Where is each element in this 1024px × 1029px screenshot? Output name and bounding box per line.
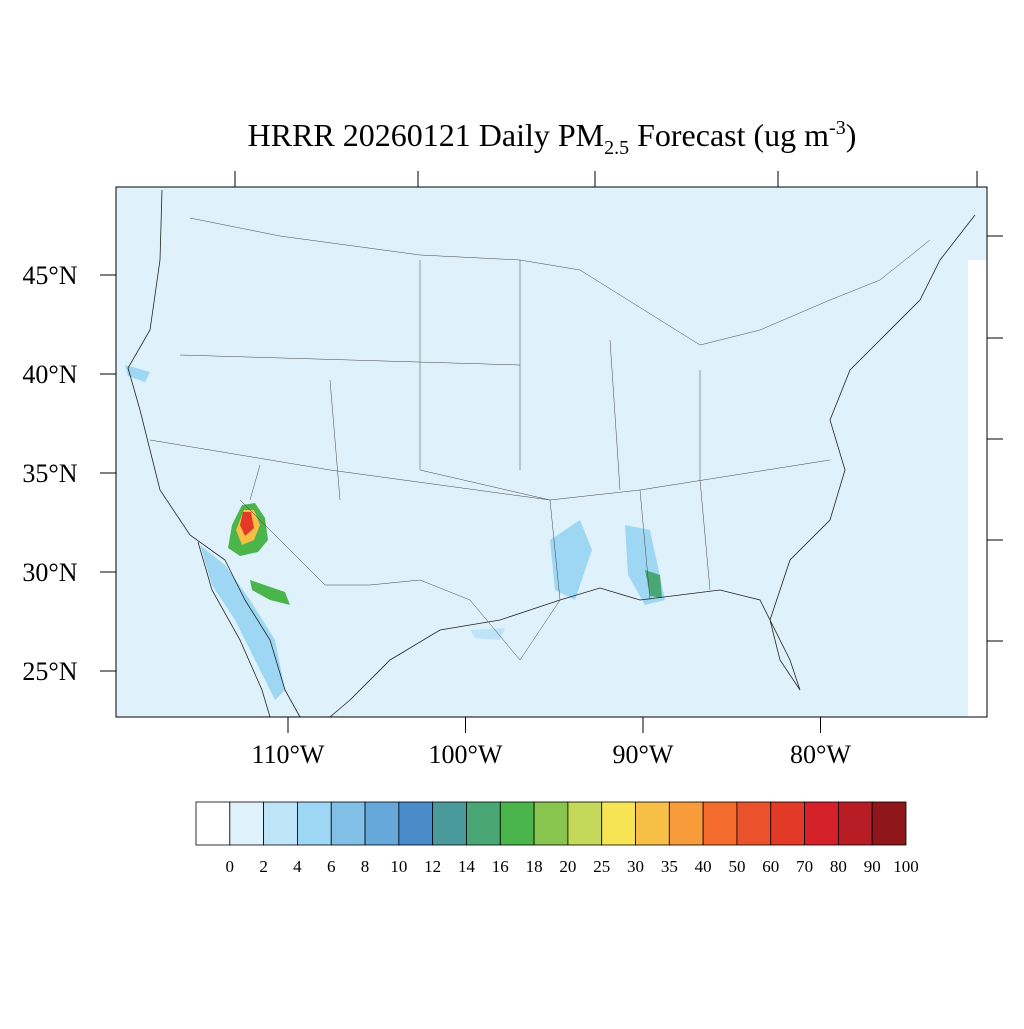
colorbar-box	[668, 801, 704, 846]
colorbar-box	[804, 801, 839, 846]
plume	[240, 512, 254, 536]
colorbar-box	[330, 801, 366, 846]
coastline	[329, 214, 976, 718]
colorbar-label: 90	[864, 857, 881, 876]
colorbar-box	[297, 801, 332, 846]
border	[189, 217, 931, 346]
lat-label: 35°N	[22, 459, 77, 488]
lat-label: 30°N	[22, 558, 77, 587]
colorbar-label: 16	[492, 857, 509, 876]
colorbar-box	[736, 801, 772, 846]
colorbar-label: 100	[893, 857, 919, 876]
colorbar-box	[229, 801, 265, 846]
colorbar-box	[195, 801, 231, 846]
coastline	[197, 541, 271, 718]
lon-label: 80°W	[790, 740, 851, 769]
title-text: )	[846, 117, 857, 153]
colorbar-box	[533, 801, 569, 846]
lat-label: 40°N	[22, 360, 77, 389]
domain-edge	[968, 260, 987, 717]
lon-label: 100°W	[429, 740, 503, 769]
colorbar-label: 0	[226, 857, 235, 876]
colorbar-box	[263, 801, 298, 846]
colorbar-label: 4	[293, 857, 302, 876]
colorbar-box	[499, 801, 535, 846]
colorbar-label: 30	[627, 857, 644, 876]
colorbar-box	[398, 801, 434, 846]
colorbar-label: 10	[390, 857, 407, 876]
plume	[250, 580, 290, 605]
colorbar-label: 8	[361, 857, 370, 876]
plume	[470, 628, 505, 640]
map-title: HRRR 20260121 Daily PM2.5 Forecast (ug m…	[248, 117, 857, 159]
title-superscript: -3	[829, 117, 846, 139]
lat-label: 25°N	[22, 657, 77, 686]
colorbar-box	[837, 801, 873, 846]
lat-label: 45°N	[22, 261, 77, 290]
plume	[200, 545, 285, 700]
border	[149, 260, 831, 601]
colorbar-label: 12	[424, 857, 441, 876]
title-subscript: 2.5	[604, 137, 629, 159]
colorbar-label: 40	[695, 857, 712, 876]
colorbar-box	[702, 801, 738, 846]
colorbar-label: 18	[526, 857, 543, 876]
colorbar-label: 6	[327, 857, 336, 876]
colorbar-box	[567, 801, 603, 846]
colorbar-label: 14	[458, 857, 476, 876]
colorbar-box	[432, 801, 467, 846]
colorbar-box	[871, 801, 907, 846]
colorbar-label: 70	[796, 857, 813, 876]
edge-ticks	[234, 171, 1003, 642]
colorbar-box	[770, 801, 805, 846]
colorbar-label: 2	[259, 857, 268, 876]
lon-label: 90°W	[613, 740, 674, 769]
colorbar-label: 80	[830, 857, 847, 876]
colorbar-box	[364, 801, 400, 846]
border	[239, 499, 561, 661]
colorbar-label: 60	[762, 857, 779, 876]
colorbar-box	[601, 801, 636, 846]
colorbar-box	[466, 801, 501, 846]
plume	[550, 520, 592, 600]
colorbar-label: 25	[593, 857, 610, 876]
colorbar-label: 20	[559, 857, 576, 876]
map	[116, 187, 987, 718]
colorbar-box	[635, 801, 670, 846]
map-frame	[115, 186, 988, 718]
plume	[125, 365, 150, 382]
title-text: HRRR 20260121 Daily PM	[248, 117, 604, 153]
lon-label: 110°W	[252, 740, 325, 769]
colorbar-label: 50	[728, 857, 745, 876]
coastline	[127, 189, 301, 718]
colorbar-label: 35	[661, 857, 678, 876]
title-text: Forecast (ug m	[629, 117, 829, 153]
